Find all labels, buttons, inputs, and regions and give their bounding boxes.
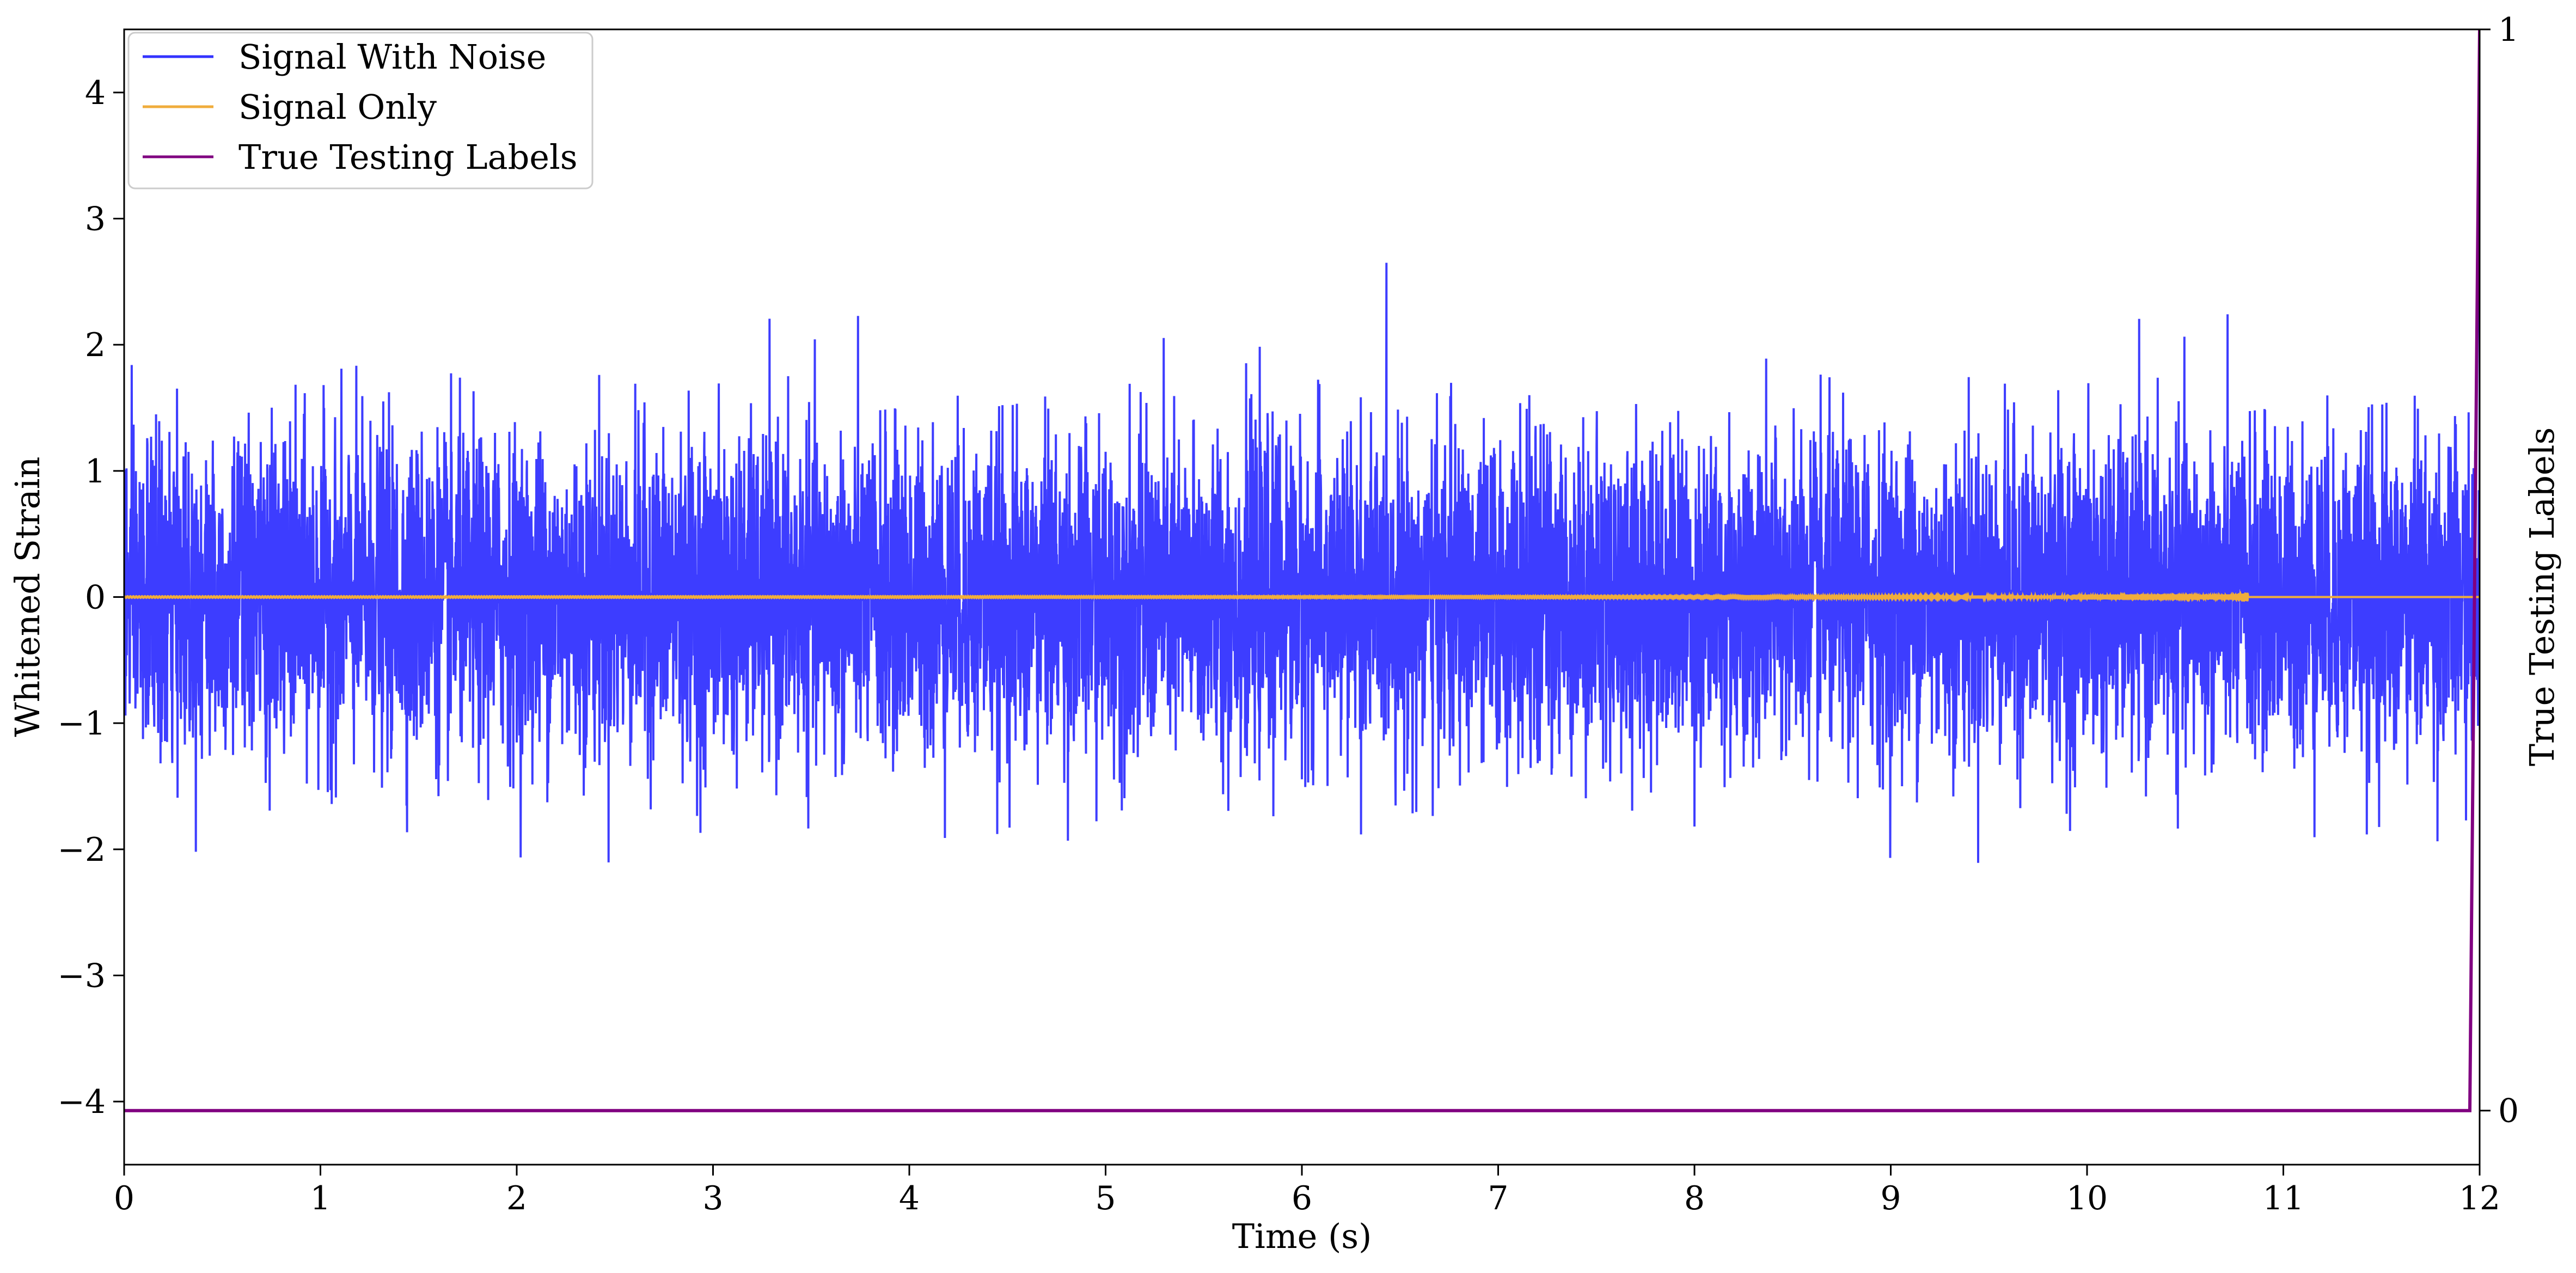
y-tick-label: −1 xyxy=(58,705,106,743)
x-tick-label: 12 xyxy=(2459,1179,2500,1217)
y-tick-label: −2 xyxy=(58,831,106,869)
legend-frame xyxy=(127,32,593,189)
plot-area xyxy=(124,29,2480,1112)
y-tick-label: 0 xyxy=(85,579,106,617)
y-tick-label: 2 xyxy=(85,326,106,364)
y-axis-right: 01 xyxy=(2480,11,2519,1130)
legend-label: Signal Only xyxy=(238,87,437,127)
y-tick-label: −3 xyxy=(58,957,106,995)
x-tick-label: 0 xyxy=(114,1179,134,1217)
series-line-signal-with-noise xyxy=(124,60,2480,863)
x-axis: 0 1 2 3 4 5 6 7 8 9 10 11 12 xyxy=(114,1165,2500,1217)
y-tick-label: −4 xyxy=(58,1083,106,1121)
x-tick-label: 1 xyxy=(310,1179,331,1217)
x-tick-label: 7 xyxy=(1488,1179,1508,1217)
series-line-true-testing-labels xyxy=(124,29,2480,1112)
y-tick-label: 4 xyxy=(85,74,106,112)
y-right-tick-label: 1 xyxy=(2498,11,2519,49)
y-tick-label: 3 xyxy=(85,200,106,238)
legend-label: True Testing Labels xyxy=(238,137,578,177)
y-tick-label: 1 xyxy=(85,452,106,491)
x-axis-title: Time (s) xyxy=(1232,1216,1372,1256)
y-axis-title: Whitened Strain xyxy=(8,457,47,737)
x-tick-label: 6 xyxy=(1292,1179,1312,1217)
x-tick-label: 10 xyxy=(2066,1179,2108,1217)
series-layer xyxy=(124,29,2480,1112)
x-tick-label: 4 xyxy=(899,1179,920,1217)
y-axis-right-title: True Testing Labels xyxy=(2522,427,2562,767)
x-tick-label: 8 xyxy=(1684,1179,1705,1217)
x-tick-label: 3 xyxy=(702,1179,723,1217)
legend-label: Signal With Noise xyxy=(238,37,546,77)
x-tick-label: 11 xyxy=(2262,1179,2304,1217)
series-line-signal-only-merger xyxy=(2070,591,2249,603)
legend: Signal With Noise Signal Only True Testing… xyxy=(127,32,593,189)
x-tick-label: 2 xyxy=(506,1179,527,1217)
y-right-tick-label: 0 xyxy=(2498,1092,2519,1130)
y-axis-left: −4 −3 −2 −1 0 1 2 3 4 xyxy=(58,74,124,1121)
x-tick-label: 9 xyxy=(1880,1179,1901,1217)
x-tick-label: 5 xyxy=(1095,1179,1116,1217)
